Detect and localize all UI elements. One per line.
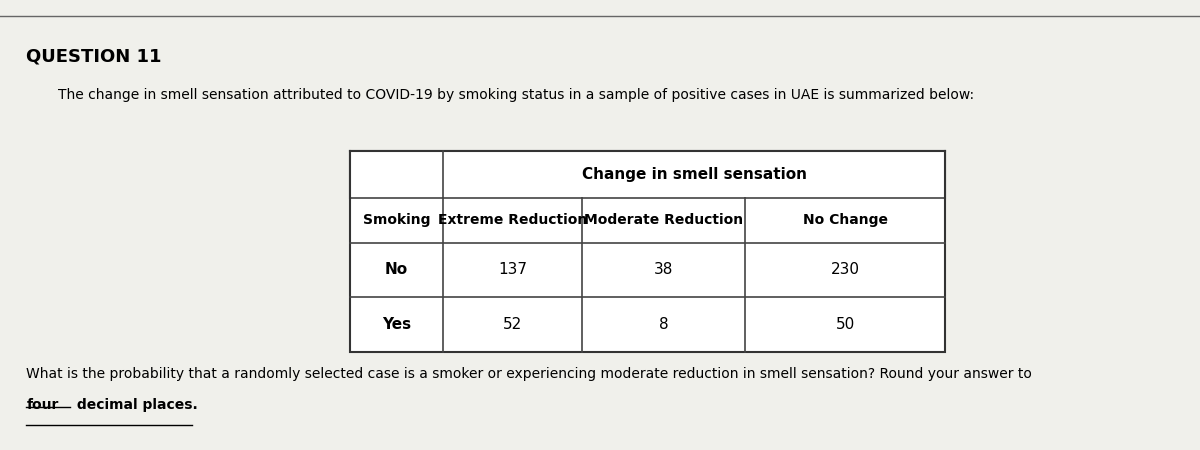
Text: No Change: No Change <box>803 213 888 227</box>
Text: 50: 50 <box>835 317 854 332</box>
Text: Smoking: Smoking <box>362 213 431 227</box>
Text: Extreme Reduction: Extreme Reduction <box>438 213 587 227</box>
Text: The change in smell sensation attributed to COVID-19 by smoking status in a samp: The change in smell sensation attributed… <box>58 88 973 102</box>
Text: No: No <box>385 262 408 277</box>
Text: Change in smell sensation: Change in smell sensation <box>582 167 806 182</box>
Text: four: four <box>26 398 59 412</box>
Text: Moderate Reduction: Moderate Reduction <box>584 213 743 227</box>
Text: decimal places.: decimal places. <box>72 398 198 412</box>
Text: 137: 137 <box>498 262 527 277</box>
Text: Yes: Yes <box>382 317 412 332</box>
Text: 230: 230 <box>830 262 859 277</box>
Text: QUESTION 11: QUESTION 11 <box>26 47 162 65</box>
Text: 52: 52 <box>503 317 522 332</box>
Text: What is the probability that a randomly selected case is a smoker or experiencin: What is the probability that a randomly … <box>26 367 1032 381</box>
Text: 38: 38 <box>654 262 673 277</box>
Text: 8: 8 <box>659 317 668 332</box>
